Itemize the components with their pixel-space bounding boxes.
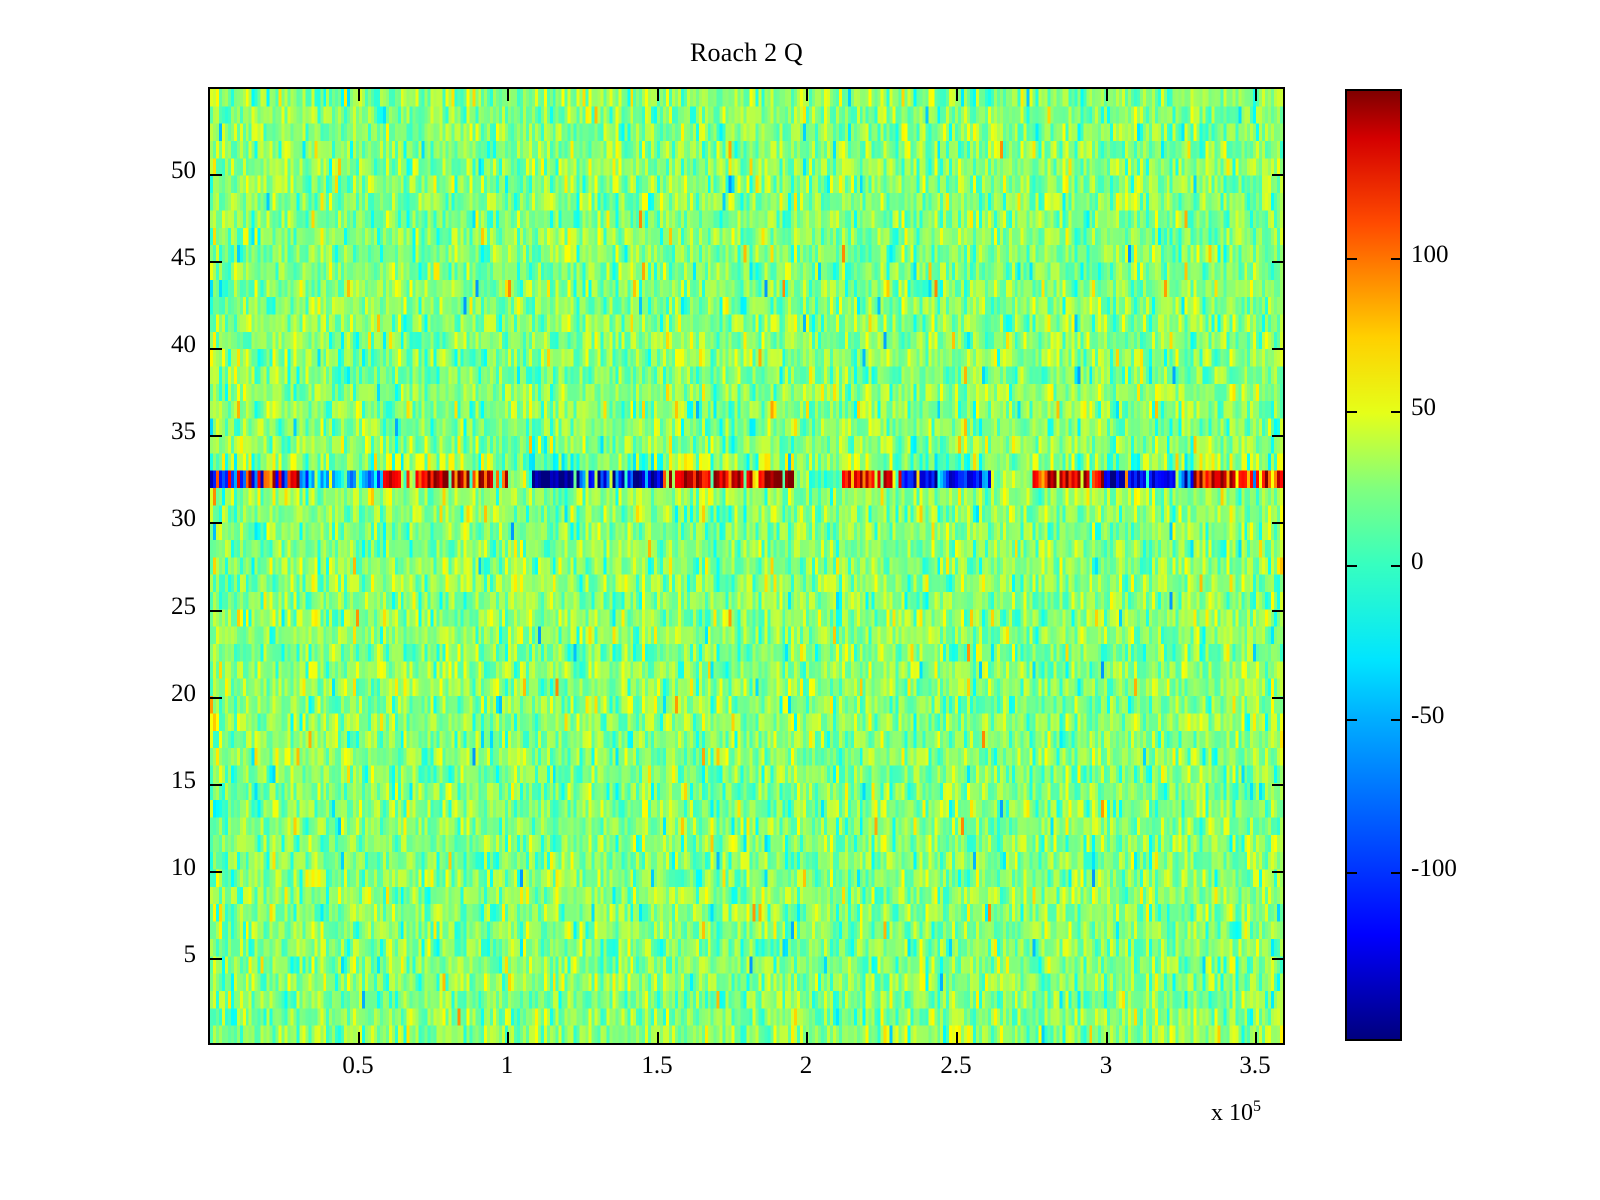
x-axis-tick bbox=[806, 1032, 808, 1045]
y-axis-tick bbox=[209, 958, 222, 960]
y-axis-tick bbox=[209, 784, 222, 786]
x-axis-tick-top bbox=[657, 88, 659, 101]
x-axis-tick bbox=[1255, 1032, 1257, 1045]
x-exponent-mantissa: x 10 bbox=[1211, 1100, 1253, 1126]
x-axis-tick-top bbox=[358, 88, 360, 101]
x-axis-tick-top bbox=[507, 88, 509, 101]
y-axis-tick bbox=[209, 697, 222, 699]
x-axis-tick-label: 3.5 bbox=[1239, 1052, 1271, 1079]
colorbar-tick bbox=[1391, 719, 1402, 721]
x-axis-tick-label: 0.5 bbox=[342, 1052, 374, 1079]
y-axis-tick-label: 30 bbox=[171, 505, 196, 532]
x-exponent-power: 5 bbox=[1253, 1098, 1261, 1115]
y-axis-tick bbox=[209, 871, 222, 873]
y-axis-tick-right bbox=[1272, 522, 1285, 524]
y-axis-tick-right bbox=[1272, 610, 1285, 612]
x-axis-tick-top bbox=[806, 88, 808, 101]
heatmap-axes[interactable] bbox=[208, 87, 1285, 1045]
x-axis-tick bbox=[657, 1032, 659, 1045]
y-axis-tick bbox=[209, 174, 222, 176]
colorbar-tick bbox=[1391, 411, 1402, 413]
y-axis-tick-label: 45 bbox=[171, 244, 196, 271]
y-axis-tick-label: 20 bbox=[171, 680, 196, 707]
x-axis-tick-top bbox=[1106, 88, 1108, 101]
y-axis-tick-label: 10 bbox=[171, 854, 196, 881]
y-axis-tick-right bbox=[1272, 435, 1285, 437]
y-axis-tick-label: 40 bbox=[171, 331, 196, 358]
colorbar-tick bbox=[1346, 411, 1357, 413]
colorbar-tick bbox=[1391, 872, 1402, 874]
y-axis-tick-label: 25 bbox=[171, 593, 196, 620]
colorbar-tick-label: 50 bbox=[1411, 394, 1436, 421]
x-axis-tick bbox=[358, 1032, 360, 1045]
x-axis-tick bbox=[507, 1032, 509, 1045]
x-axis-tick-label: 2.5 bbox=[940, 1052, 972, 1079]
y-axis-tick-right bbox=[1272, 784, 1285, 786]
x-axis-tick-top bbox=[956, 88, 958, 101]
colorbar-tick-label: 100 bbox=[1411, 241, 1449, 268]
y-axis-tick bbox=[209, 610, 222, 612]
x-axis-tick-label: 3 bbox=[1099, 1052, 1113, 1079]
colorbar-tick bbox=[1391, 565, 1402, 567]
colorbar-tick-label: 0 bbox=[1411, 548, 1424, 575]
y-axis-tick-right bbox=[1272, 958, 1285, 960]
x-axis-tick bbox=[1106, 1032, 1108, 1045]
colorbar-tick bbox=[1346, 719, 1357, 721]
x-axis-tick bbox=[956, 1032, 958, 1045]
y-axis-tick-right bbox=[1272, 348, 1285, 350]
x-axis-tick-top bbox=[1255, 88, 1257, 101]
colorbar-tick-label: -100 bbox=[1411, 855, 1457, 882]
colorbar-tick bbox=[1391, 258, 1402, 260]
colorbar-tick-label: -50 bbox=[1411, 702, 1445, 729]
y-axis-tick bbox=[209, 435, 222, 437]
y-axis-tick-label: 5 bbox=[183, 941, 197, 968]
y-axis-tick-label: 35 bbox=[171, 418, 196, 445]
y-axis-tick bbox=[209, 522, 222, 524]
x-axis-tick-label: 1.5 bbox=[641, 1052, 673, 1079]
colorbar-tick bbox=[1346, 258, 1357, 260]
y-axis-tick-right bbox=[1272, 261, 1285, 263]
x-axis-tick-label: 1 bbox=[500, 1052, 514, 1079]
y-axis-tick-label: 50 bbox=[171, 157, 196, 184]
x-axis-exponent-label: x 105 bbox=[1211, 1098, 1261, 1127]
colorbar-tick bbox=[1346, 565, 1357, 567]
y-axis-tick bbox=[209, 348, 222, 350]
colorbar-tick bbox=[1346, 872, 1357, 874]
y-axis-tick-right bbox=[1272, 871, 1285, 873]
heatmap-image[interactable] bbox=[210, 89, 1283, 1043]
page-title: Roach 2 Q bbox=[690, 38, 803, 67]
y-axis-tick-right bbox=[1272, 174, 1285, 176]
y-axis-tick-right bbox=[1272, 697, 1285, 699]
x-axis-tick-label: 2 bbox=[799, 1052, 813, 1079]
y-axis-tick-label: 15 bbox=[171, 767, 196, 794]
y-axis-tick bbox=[209, 261, 222, 263]
